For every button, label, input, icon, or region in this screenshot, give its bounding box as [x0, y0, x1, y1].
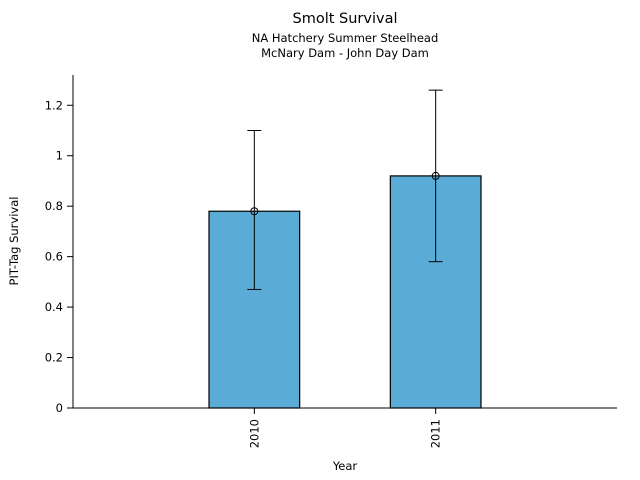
x-tick-label: 2010: [247, 419, 261, 448]
y-tick-label: 0.4: [45, 300, 63, 314]
y-tick-label: 0.2: [45, 351, 63, 365]
chart-title: Smolt Survival: [292, 11, 398, 27]
y-tick-label: 0.8: [45, 199, 63, 213]
mean-marker: [431, 171, 440, 180]
y-axis-title: PIT-Tag Survival: [7, 196, 21, 286]
y-tick-label: 0.6: [45, 250, 63, 264]
mean-marker: [250, 207, 259, 216]
x-tick-label: 2011: [429, 419, 443, 448]
y-tick-label: 1.2: [45, 98, 63, 112]
y-tick-label: 1: [56, 149, 63, 163]
chart-subtitle-line2: McNary Dam - John Day Dam: [261, 46, 429, 60]
x-axis-title: Year: [332, 459, 358, 473]
y-tick-label: 0: [56, 401, 63, 415]
chart-subtitle-line1: NA Hatchery Summer Steelhead: [251, 31, 439, 45]
